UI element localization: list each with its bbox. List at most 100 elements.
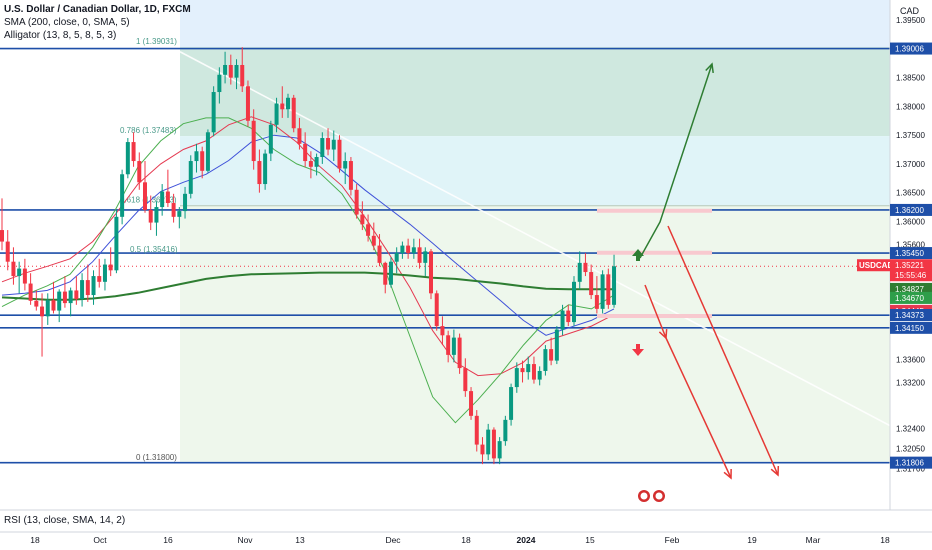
candle-body bbox=[160, 191, 165, 208]
candle-body bbox=[120, 174, 125, 217]
candle-body bbox=[143, 182, 147, 210]
rsi-study-label[interactable]: RSI (13, close, SMA, 14, 2) bbox=[4, 515, 126, 526]
bearish-projection-arrow-right-head bbox=[770, 465, 780, 477]
candle-body bbox=[251, 120, 256, 162]
bullish-projection-arrow bbox=[639, 63, 713, 259]
candle-body bbox=[371, 235, 376, 246]
candle-body bbox=[314, 157, 319, 167]
candle-body bbox=[223, 64, 228, 75]
candle-body bbox=[303, 143, 308, 162]
price-tag bbox=[890, 321, 932, 334]
candle-body bbox=[240, 64, 245, 87]
y-tick-label: 1.36000 bbox=[896, 217, 925, 226]
candle-body bbox=[589, 272, 594, 296]
bearish-projection-arrow-left-head bbox=[723, 468, 732, 480]
y-tick-label: 1.35600 bbox=[896, 240, 925, 249]
y-tick-label: 1.36500 bbox=[896, 189, 925, 198]
candle-body bbox=[45, 300, 50, 317]
candle-body bbox=[171, 203, 176, 217]
candle-body bbox=[543, 349, 548, 371]
y-tick-label: 1.33200 bbox=[896, 378, 925, 387]
price-tag bbox=[890, 282, 932, 295]
currency-label[interactable]: CAD bbox=[900, 6, 920, 16]
candle-body bbox=[85, 280, 90, 296]
candle-body bbox=[549, 349, 554, 361]
candle-body bbox=[526, 364, 531, 373]
sma-study-label[interactable]: SMA (200, close, 0, SMA, 5) bbox=[4, 17, 130, 28]
candle-body bbox=[97, 276, 102, 282]
candle-body bbox=[388, 261, 393, 285]
y-tick-label: 1.38500 bbox=[896, 74, 925, 83]
candle-body bbox=[177, 211, 182, 217]
candle-body bbox=[457, 337, 462, 369]
candle-body bbox=[125, 142, 130, 175]
bullish-projection-arrow-head bbox=[705, 62, 714, 74]
zone-above-fib bbox=[180, 0, 890, 48]
candle-body bbox=[337, 139, 342, 169]
us-event-flag-icon-center bbox=[655, 492, 663, 500]
candle-body bbox=[434, 293, 439, 327]
x-tick-label: Oct bbox=[93, 535, 107, 545]
candle-body bbox=[22, 268, 27, 284]
candle-body bbox=[51, 300, 56, 311]
candle-body bbox=[34, 300, 39, 307]
zone-fib-0786-0618 bbox=[180, 136, 890, 206]
x-tick-label: 18 bbox=[461, 535, 471, 545]
candle-body bbox=[74, 290, 79, 300]
price-tag-label: 1.34373 bbox=[895, 311, 924, 320]
candle-body bbox=[194, 151, 199, 162]
candle-body bbox=[463, 368, 468, 392]
price-tag-label: 1.34827 bbox=[895, 285, 924, 294]
candle-body bbox=[377, 245, 382, 263]
price-tag-label: 1.39006 bbox=[895, 45, 924, 54]
us-event-flag-icon-center bbox=[640, 492, 648, 500]
price-tag bbox=[890, 203, 932, 216]
candle-body bbox=[520, 368, 525, 373]
candle-body bbox=[360, 214, 365, 225]
candle-body bbox=[531, 364, 536, 380]
candle-body bbox=[509, 387, 514, 420]
candle-body bbox=[566, 310, 571, 323]
candle-body bbox=[102, 264, 107, 282]
price-tag bbox=[890, 247, 932, 260]
y-tick-label: 1.33600 bbox=[896, 355, 925, 364]
candle-body bbox=[257, 161, 262, 185]
price-tag bbox=[890, 456, 932, 469]
alligator-study-label[interactable]: Alligator (13, 8, 5, 8, 5, 3) bbox=[4, 30, 117, 41]
last-price-tag bbox=[890, 259, 932, 282]
price-tag-label: 1.36200 bbox=[895, 206, 924, 215]
price-tag bbox=[890, 291, 932, 304]
candle-body bbox=[366, 224, 371, 236]
alligator-lips-line bbox=[1, 117, 615, 424]
candle-body bbox=[348, 161, 353, 190]
candle-body bbox=[554, 329, 559, 361]
x-tick-label: 15 bbox=[585, 535, 595, 545]
candle-body bbox=[451, 337, 456, 355]
y-tick-label: 1.32400 bbox=[896, 424, 925, 433]
candle-body bbox=[331, 139, 336, 150]
candle-body bbox=[205, 132, 210, 171]
zone-fib-1-0786 bbox=[180, 47, 890, 137]
price-tag bbox=[890, 42, 932, 55]
candle-body bbox=[486, 429, 491, 455]
candle-body bbox=[343, 161, 348, 169]
candle-body bbox=[497, 441, 502, 459]
price-tag-label: 1.35450 bbox=[895, 249, 924, 258]
fib-label: 0.618 (1.36273) bbox=[120, 196, 177, 205]
candle-body bbox=[165, 191, 170, 204]
candle-body bbox=[245, 86, 250, 121]
x-tick-label: Nov bbox=[237, 535, 253, 545]
candle-body bbox=[320, 138, 325, 158]
up-marker-icon bbox=[632, 249, 644, 261]
candle-body bbox=[11, 261, 16, 277]
fib-label: 0.786 (1.37483) bbox=[120, 126, 177, 135]
candle-body bbox=[0, 230, 4, 242]
symbol-tag bbox=[857, 259, 890, 272]
price-tag-label: 1.34150 bbox=[895, 324, 924, 333]
candle-body bbox=[263, 153, 268, 185]
candle-body bbox=[68, 290, 73, 304]
y-tick-label: 1.31700 bbox=[896, 465, 925, 474]
candle-body bbox=[577, 262, 582, 282]
